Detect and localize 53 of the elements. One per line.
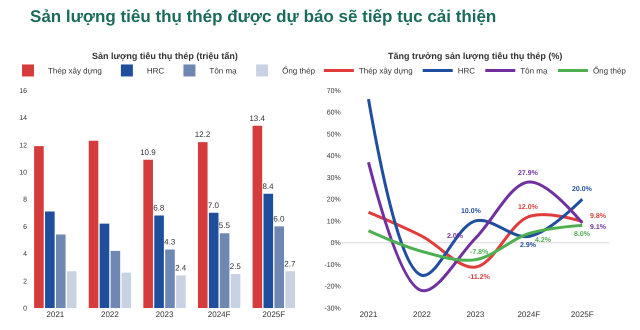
bar	[252, 126, 262, 308]
data-label: 6.0	[273, 214, 286, 224]
bar	[56, 234, 66, 308]
data-label: 13.4	[249, 114, 266, 123]
data-label: 8.4	[262, 182, 274, 191]
data-label: 7.0	[208, 200, 220, 210]
x-tick-label: 2024F	[208, 310, 231, 319]
bar	[88, 140, 98, 308]
x-tick-label: 2021	[360, 310, 378, 319]
bar	[66, 271, 76, 308]
bar	[100, 224, 110, 308]
legend-label: Tôn mạ	[209, 66, 238, 76]
x-tick-label: 2022	[413, 310, 432, 319]
legend-label: Thép xây dựng	[48, 66, 102, 76]
bar	[110, 250, 120, 308]
chart-subtitle: Tăng trưởng sản lượng tiêu thụ thép (%)	[388, 51, 562, 61]
bar	[264, 194, 274, 308]
data-label: 2.5	[230, 262, 242, 271]
x-tick-label: 2021	[46, 310, 65, 319]
bar	[230, 274, 240, 308]
data-label: 2.4	[175, 263, 187, 272]
legend-label: HRC	[458, 66, 476, 76]
x-tick-label: 2023	[466, 310, 485, 319]
data-label: 2.7	[284, 259, 296, 268]
bar	[122, 272, 132, 308]
bar	[208, 212, 218, 308]
x-tick-label: 2023	[156, 310, 174, 319]
legend-label: Ống thép	[282, 66, 316, 76]
bar	[143, 160, 153, 308]
bar	[34, 146, 44, 308]
data-label: 6.8	[153, 204, 165, 213]
x-tick-label: 2024F	[517, 310, 540, 319]
bar	[220, 233, 230, 308]
bar	[176, 275, 186, 308]
bar	[165, 250, 175, 308]
legend-label: HRC	[146, 66, 164, 76]
bar	[45, 211, 55, 308]
data-label: 12.2	[194, 130, 211, 140]
data-label: 10.9	[140, 148, 156, 157]
x-tick-label: 2022	[101, 310, 120, 319]
bar	[285, 271, 295, 308]
legend-label: Thép xây dựng	[358, 66, 413, 76]
legend-label: Tôn mạ	[520, 66, 548, 76]
legend-label: Ống thép	[592, 66, 626, 76]
data-label: 4.3	[164, 238, 176, 247]
x-tick-label: 2025F	[262, 310, 286, 319]
chart-subtitle: Sản lượng tiêu thụ thép (triệu tấn)	[92, 51, 238, 61]
bar	[198, 142, 208, 308]
chart-title: Sản lượng tiêu thụ thép được dự báo sẽ tiếp tục cải thiện	[30, 7, 496, 26]
bar	[154, 216, 164, 308]
data-label: 5.5	[218, 221, 230, 230]
bar	[274, 226, 284, 308]
x-tick-label: 2025F	[570, 310, 594, 319]
